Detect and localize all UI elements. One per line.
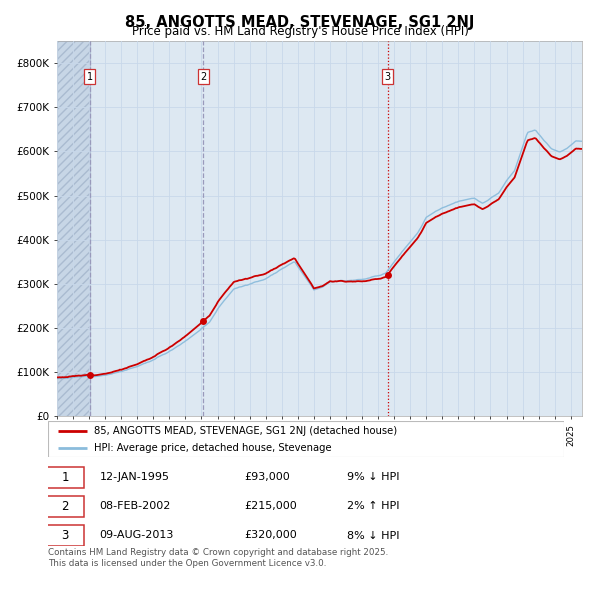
FancyBboxPatch shape [48,421,564,457]
Text: 1: 1 [61,471,69,484]
Text: 12-JAN-1995: 12-JAN-1995 [100,473,170,482]
Text: HPI: Average price, detached house, Stevenage: HPI: Average price, detached house, Stev… [94,443,332,453]
Text: 2% ↑ HPI: 2% ↑ HPI [347,502,400,512]
Text: £93,000: £93,000 [244,473,290,482]
Text: 09-AUG-2013: 09-AUG-2013 [100,530,174,540]
Text: 3: 3 [385,71,391,81]
FancyBboxPatch shape [46,496,84,517]
Text: 8% ↓ HPI: 8% ↓ HPI [347,530,400,540]
Text: 2: 2 [200,71,206,81]
Text: 2: 2 [61,500,69,513]
FancyBboxPatch shape [46,525,84,546]
Text: 85, ANGOTTS MEAD, STEVENAGE, SG1 2NJ (detached house): 85, ANGOTTS MEAD, STEVENAGE, SG1 2NJ (de… [94,426,398,436]
Text: 85, ANGOTTS MEAD, STEVENAGE, SG1 2NJ: 85, ANGOTTS MEAD, STEVENAGE, SG1 2NJ [125,15,475,30]
Text: Price paid vs. HM Land Registry's House Price Index (HPI): Price paid vs. HM Land Registry's House … [131,25,469,38]
FancyBboxPatch shape [46,467,84,487]
Text: £320,000: £320,000 [244,530,297,540]
Bar [57,41,90,416]
Text: 1: 1 [86,71,93,81]
Bar [57,41,90,416]
Text: 3: 3 [61,529,69,542]
Text: Contains HM Land Registry data © Crown copyright and database right 2025.
This d: Contains HM Land Registry data © Crown c… [48,548,388,568]
Text: £215,000: £215,000 [244,502,297,512]
Text: 08-FEB-2002: 08-FEB-2002 [100,502,171,512]
Text: 9% ↓ HPI: 9% ↓ HPI [347,473,400,482]
